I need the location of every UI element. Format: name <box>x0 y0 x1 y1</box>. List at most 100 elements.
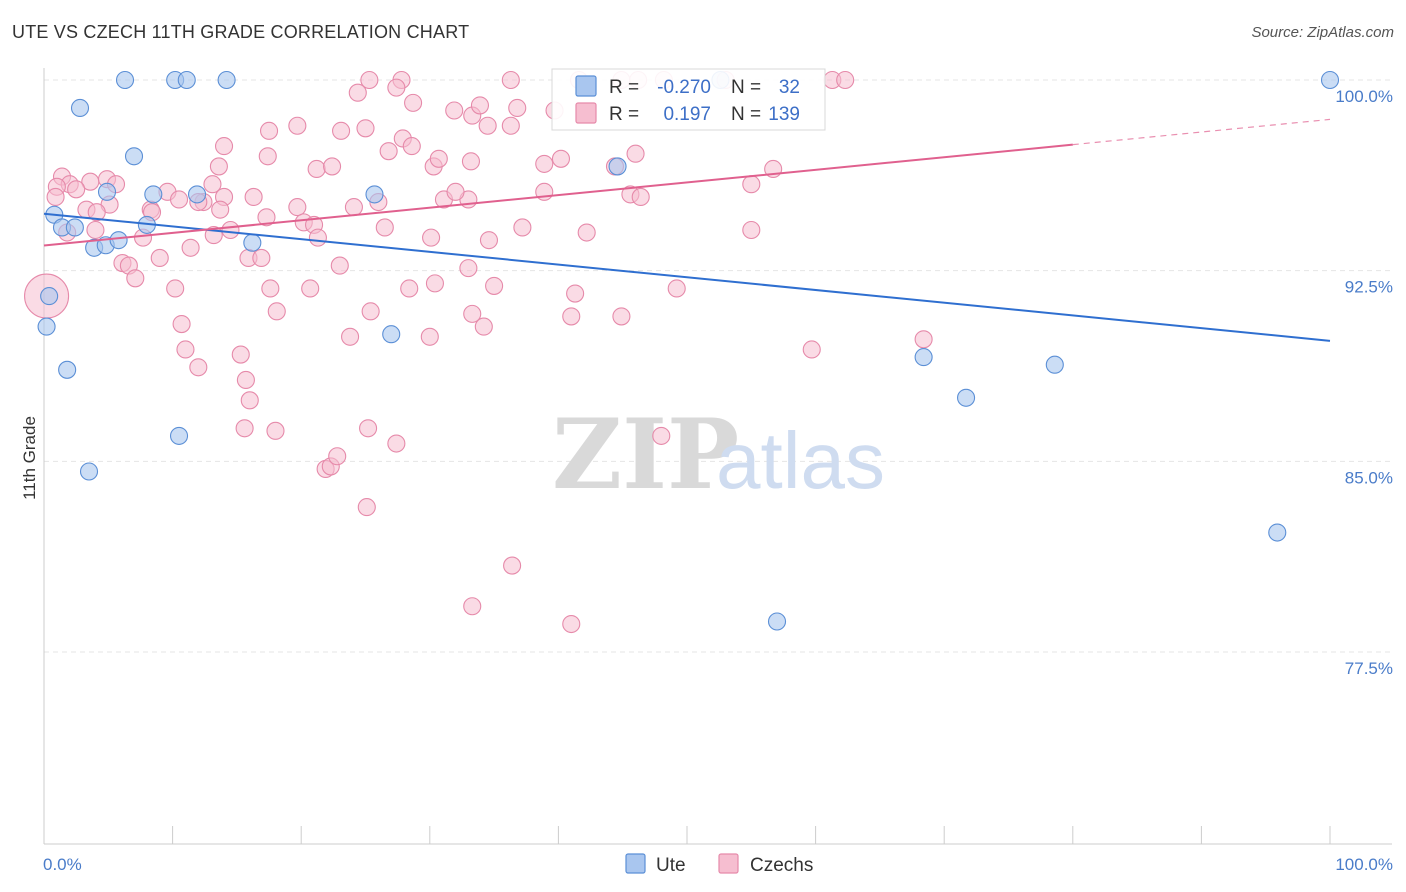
ute-point <box>79 462 99 481</box>
czech-point <box>400 279 419 298</box>
czech-point <box>420 327 439 346</box>
czech-point <box>463 597 482 616</box>
czech-point <box>513 218 532 237</box>
watermark-atlas: atlas <box>716 416 885 505</box>
legend-ute-n-label: N = <box>731 77 761 98</box>
bottom-legend: Ute Czechs <box>625 853 813 876</box>
legend-czech-r-label: R = <box>609 104 639 125</box>
ute-point <box>40 287 59 306</box>
czech-point <box>344 198 363 217</box>
czech-point <box>87 203 106 222</box>
czech-point <box>357 498 376 517</box>
chart-source: Source: ZipAtlas.com <box>1251 24 1394 41</box>
czech-point <box>387 434 406 453</box>
czech-point <box>508 98 527 118</box>
czech-point <box>330 256 349 275</box>
czech-point <box>323 157 342 176</box>
czech-point <box>652 426 671 445</box>
czech-point <box>501 70 520 90</box>
czech-point <box>503 556 522 575</box>
czech-point <box>375 218 394 237</box>
trend-lines <box>43 118 1331 342</box>
czech-point <box>244 187 263 206</box>
czech-point <box>562 307 581 326</box>
czech-point <box>166 279 185 298</box>
ute-point <box>914 348 933 367</box>
czech-point <box>631 187 650 206</box>
czech-point <box>301 279 320 298</box>
czech-point <box>203 175 222 194</box>
czech-trend-line <box>43 143 1073 247</box>
czech-point <box>404 93 423 112</box>
ute-trend-line <box>43 212 1331 342</box>
czech-point <box>470 96 490 115</box>
ute-point <box>177 70 196 90</box>
czech-point <box>485 276 504 295</box>
czech-point <box>445 101 464 120</box>
czech-point <box>422 228 441 247</box>
czech-point <box>181 238 200 257</box>
bottom-legend-czech-label: Czechs <box>750 855 813 876</box>
legend-ute-r-label: R = <box>609 77 639 98</box>
x-tick-label: 0.0% <box>43 855 82 874</box>
czech-point <box>328 447 347 466</box>
ute-point <box>365 185 384 204</box>
legend-czech-swatch <box>575 102 597 124</box>
chart-title: UTE VS CZECH 11TH GRADE CORRELATION CHAR… <box>12 22 470 42</box>
czech-point <box>252 248 271 268</box>
ute-point <box>187 185 207 204</box>
czech-point <box>379 142 398 161</box>
czech-point <box>535 154 554 173</box>
tick-labels: 77.5% 85.0% 92.5% 100.0% 0.0% 100.0% <box>43 87 1393 874</box>
czech-point <box>387 78 406 97</box>
ute-point <box>243 233 262 252</box>
ute-point <box>169 426 189 445</box>
legend-ute-r-value: -0.270 <box>657 77 711 98</box>
czech-point <box>626 144 645 163</box>
legend-czech-r-value: 0.197 <box>663 104 711 125</box>
ute-point <box>1268 523 1287 542</box>
czech-point <box>231 345 250 364</box>
czech-point <box>360 70 379 90</box>
czech-point <box>425 274 444 293</box>
czech-point <box>189 358 208 377</box>
legend-box: R = -0.270 N = 32 R = 0.197 N = 139 <box>551 68 826 131</box>
czech-point <box>221 220 240 240</box>
czech-point <box>46 187 65 206</box>
x-tick-label: 100.0% <box>1335 855 1393 874</box>
czech-point <box>261 279 280 298</box>
legend-frame <box>551 68 826 131</box>
ute-point <box>65 218 84 237</box>
ute-point <box>608 157 627 176</box>
czech-point <box>259 121 279 140</box>
czech-point <box>348 83 367 102</box>
legend-ute-swatch <box>575 75 597 97</box>
czech-point <box>742 220 761 240</box>
ute-point <box>1320 70 1340 90</box>
czech-point <box>459 259 478 278</box>
czech-point <box>612 307 631 326</box>
ute-point <box>217 70 236 90</box>
ute-point <box>1045 355 1064 374</box>
czech-point <box>211 200 230 219</box>
y-tick-label: 85.0% <box>1345 468 1393 487</box>
czech-point <box>332 121 351 140</box>
czech-point <box>236 370 255 390</box>
czech-point <box>836 70 855 90</box>
czech-point <box>474 317 493 336</box>
czech-point <box>359 419 378 438</box>
grid-layer <box>44 79 1392 653</box>
czech-point <box>551 149 571 168</box>
czech-point <box>361 302 380 321</box>
czech-point <box>169 190 189 209</box>
czech-point <box>126 269 145 288</box>
czech-point <box>501 116 520 135</box>
czech-point <box>150 248 169 268</box>
legend-czech-n-value: 139 <box>768 104 800 125</box>
czech-point <box>209 157 228 176</box>
czech-point <box>67 180 86 199</box>
czech-series <box>24 70 933 634</box>
ute-point <box>58 360 77 379</box>
czech-point <box>914 330 933 349</box>
